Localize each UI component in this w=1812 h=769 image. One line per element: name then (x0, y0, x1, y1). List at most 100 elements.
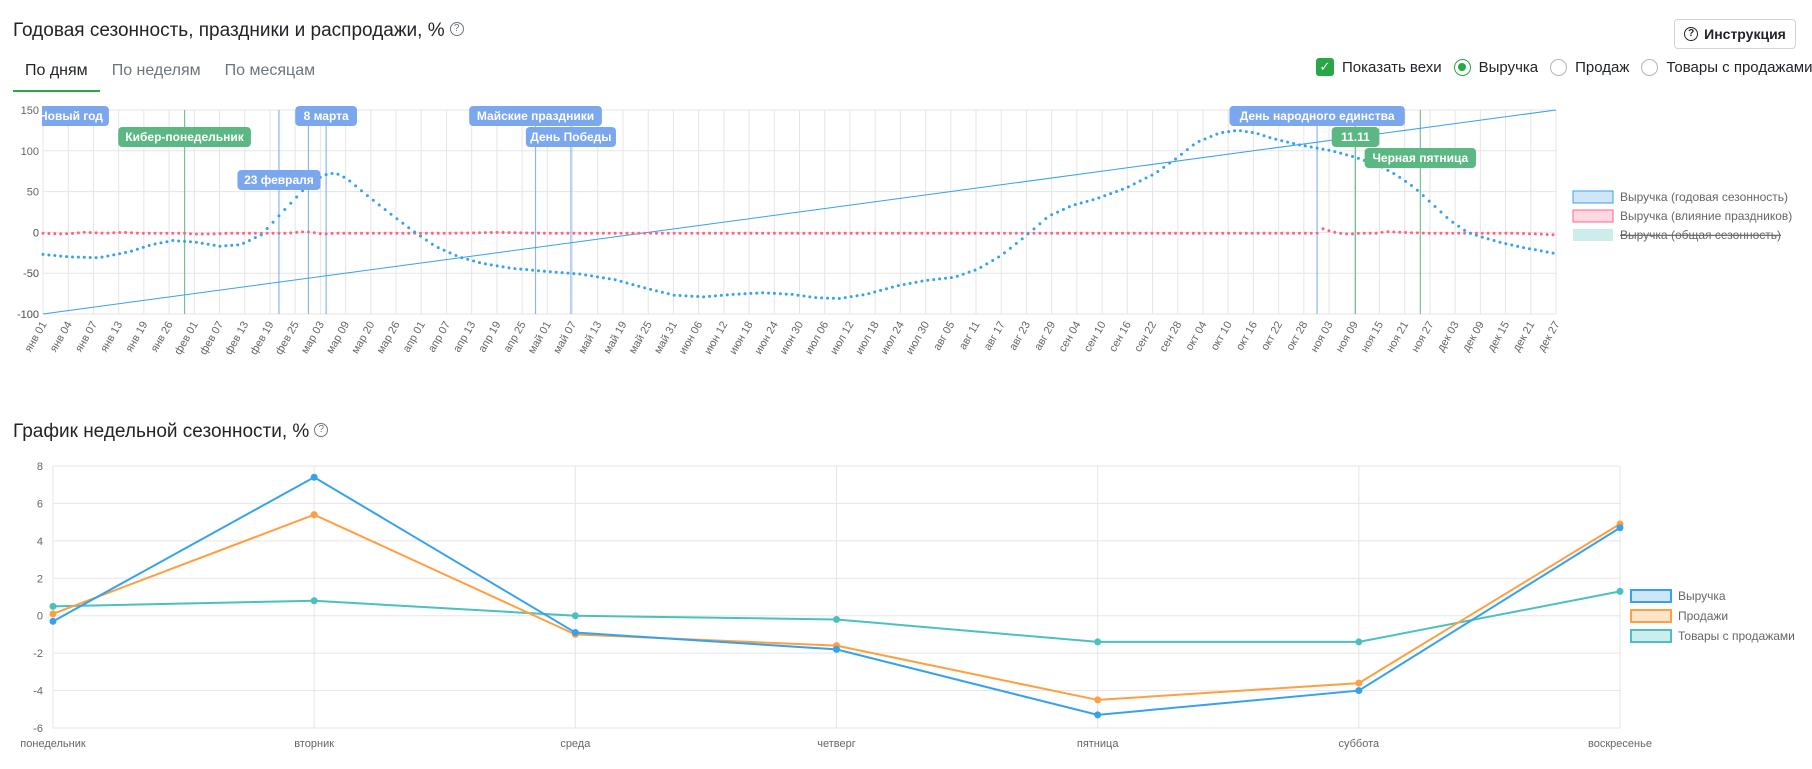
question-circle-icon[interactable]: ? (314, 422, 329, 437)
data-point (607, 277, 611, 281)
data-point (124, 251, 128, 255)
data-point (283, 231, 287, 235)
data-point (625, 231, 629, 235)
data-point (112, 253, 116, 257)
data-point (448, 251, 452, 255)
x-tick-label: янв 01 (23, 320, 50, 355)
data-point (301, 230, 305, 234)
data-point (259, 233, 263, 237)
legend-swatch (1572, 190, 1614, 204)
legend-label: Выручка (влияние праздников) (1620, 209, 1792, 223)
data-point (70, 255, 74, 259)
data-point (619, 279, 623, 283)
data-point (94, 256, 98, 260)
milestone-label: Черная пятница (1364, 148, 1477, 168)
x-tick-label: окт 16 (1234, 320, 1260, 353)
data-point (330, 231, 334, 235)
data-point (696, 295, 700, 299)
legend-item[interactable]: Товары с продажами (1630, 629, 1795, 643)
radio-sales[interactable] (1550, 58, 1568, 76)
show-milestones-label[interactable]: Показать вехи (1342, 58, 1442, 76)
data-point (979, 231, 983, 235)
legend-item[interactable]: Выручка (влияние праздников) (1572, 209, 1792, 223)
legend-item[interactable]: Выручка (1630, 589, 1726, 603)
data-point (855, 294, 859, 298)
legend-swatch (1572, 209, 1614, 223)
x-tick-label: сен 22 (1132, 320, 1159, 355)
data-point (312, 231, 316, 235)
data-point (1433, 231, 1437, 235)
x-tick-label: дек 15 (1485, 320, 1512, 354)
legend-item[interactable]: Выручка (годовая сезонность) (1572, 190, 1788, 204)
data-point (1303, 144, 1307, 148)
x-tick-label: понедельник (20, 738, 86, 750)
legend-item[interactable]: Выручка (общая сезонность) (1573, 228, 1781, 242)
data-point (342, 231, 346, 235)
data-point (407, 226, 411, 230)
annual-seasonality-series (41, 129, 1555, 300)
data-point (855, 231, 859, 235)
data-point (1616, 524, 1624, 532)
radio-sales-label[interactable]: Продаж (1575, 58, 1630, 76)
data-point (1238, 129, 1242, 133)
data-point (571, 629, 579, 637)
data-point (737, 292, 741, 296)
data-point (571, 612, 579, 620)
y-tick-label: 0 (33, 227, 39, 239)
data-point (690, 294, 694, 298)
data-point (377, 203, 381, 207)
weekly-seasonality-chart[interactable]: понедельник вторник среда четверг пятница суб… (0, 455, 1812, 765)
milestone-badge (295, 106, 357, 126)
data-point (1085, 231, 1089, 235)
data-point (472, 259, 476, 263)
data-point (1286, 140, 1290, 144)
radio-revenue[interactable] (1453, 58, 1471, 76)
x-tick-label: мар 26 (375, 320, 403, 356)
question-circle-icon: ? (1684, 27, 1699, 41)
radio-products-with-sales-label[interactable]: Товары с продажами (1666, 58, 1812, 76)
data-point (536, 269, 540, 273)
show-milestones-checkbox[interactable]: ✓ (1316, 58, 1334, 76)
data-point (808, 231, 812, 235)
milestone-text: 23 февраля (244, 173, 314, 187)
radio-revenue-label[interactable]: Выручка (1478, 58, 1539, 76)
x-tick-label: янв 04 (48, 320, 75, 355)
data-point (1433, 205, 1437, 209)
data-point (371, 231, 375, 235)
data-point (354, 184, 358, 188)
milestone-badge (469, 106, 602, 126)
data-point (1250, 130, 1254, 134)
data-point (59, 254, 63, 258)
data-point (1415, 231, 1419, 235)
data-point (955, 231, 959, 235)
data-point (719, 293, 723, 297)
x-tick-label: июл 30 (904, 320, 932, 357)
data-point (542, 269, 546, 273)
tab-by-days[interactable]: По дням (13, 56, 100, 92)
data-point (772, 231, 776, 235)
data-point (938, 277, 942, 281)
data-point (725, 293, 729, 297)
radio-products-with-sales[interactable] (1641, 58, 1659, 76)
instruction-button[interactable]: ? Инструкция (1674, 19, 1796, 49)
x-tick-label: ноя 27 (1409, 320, 1436, 355)
data-point (1551, 251, 1555, 255)
data-point (253, 236, 257, 240)
data-point (1103, 231, 1107, 235)
x-tick-label: пятница (1077, 738, 1119, 750)
data-point (477, 231, 481, 235)
question-circle-icon[interactable]: ? (449, 21, 464, 36)
data-point (1120, 187, 1124, 191)
data-point (1427, 231, 1431, 235)
data-point (1038, 231, 1042, 235)
tab-by-weeks[interactable]: По неделям (111, 62, 201, 79)
data-point (649, 231, 653, 235)
tab-by-months[interactable]: По месяцам (224, 62, 316, 79)
data-point (525, 268, 529, 272)
data-point (1510, 243, 1514, 247)
data-point (1150, 173, 1154, 177)
data-point (1094, 711, 1102, 719)
legend-item[interactable]: Продажи (1630, 609, 1728, 623)
data-point (401, 221, 405, 225)
